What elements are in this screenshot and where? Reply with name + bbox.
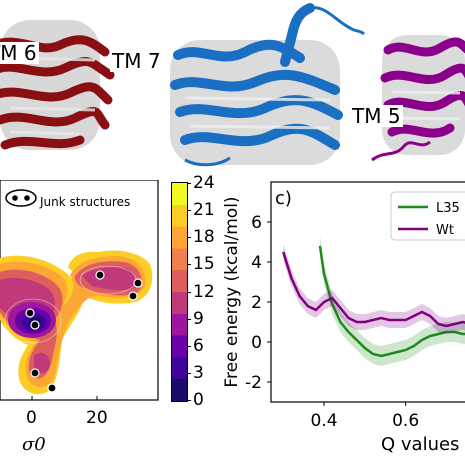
colorbar-tick-label: 0 [193,390,204,410]
series-line-0 [318,245,465,358]
colorbar-tick-label: 9 [193,308,204,329]
series-band-0 [319,236,465,366]
marker-dot [133,278,143,288]
structure-markers [25,270,143,393]
colorbar-tick-mark [187,318,191,320]
protein-tm5-image [371,35,465,162]
marker-dot [95,270,105,280]
legend-label-0: L35 [436,201,460,216]
panel-b-xtick-0: 0 [26,408,37,428]
y-tick-label: 6 [251,213,262,233]
junk-legend-label: Junk structures [40,195,131,209]
series-band-1 [283,244,465,334]
label-tm6: TM 6 [0,42,39,64]
colorbar-tick-label: 18 [193,227,215,248]
panel-b-xlabel: σ0 [22,434,46,455]
label-tm5: TM 5 [350,104,403,128]
energy-contour-mid [0,261,142,379]
marker-dot [25,308,35,318]
y-tick-label: -2 [245,373,262,393]
marker-dot [47,383,57,393]
colorbar-tick-label: 6 [193,335,204,356]
y-tick-label: 2 [251,293,262,313]
x-tick-label: 0.4 [311,411,338,431]
panel-b-energy-map [0,180,159,401]
colorbar-tick-label: 3 [193,362,204,383]
marker-dot [128,291,138,301]
colorbar-tick-label: 21 [193,200,215,221]
colorbar-tick-mark [187,264,191,266]
colorbar-tick-mark [187,210,191,212]
x-tick-label: 0.6 [392,411,419,431]
colorbar-tick-mark [187,291,191,293]
protein-structures-row [0,3,465,167]
panel-b-xtick-20: 20 [86,408,108,428]
panel-c-xlabel: Q values [381,434,459,455]
colorbar-tick-label: 24 [193,173,215,193]
junk-legend [5,189,37,207]
label-tm7: TM 7 [110,49,163,73]
panel-c-label: c) [275,188,292,209]
series-line-1 [282,251,465,328]
colorbar-tick-label: 12 [193,281,215,302]
marker-dot [30,320,40,330]
colorbar-tick-mark [187,345,191,347]
y-tick-label: 4 [251,253,262,273]
protein-tm7-image [170,3,366,167]
marker-dot [30,368,40,378]
legend-label-1: Wt [436,223,454,238]
colorbar-tick-mark [187,372,191,374]
colorbar-tick-mark [187,183,191,184]
colorbar-tick-mark [187,237,191,239]
colorbar-tick-mark [187,400,191,401]
colorbar-tick-label: 15 [193,254,215,275]
y-tick-label: 0 [251,333,262,353]
